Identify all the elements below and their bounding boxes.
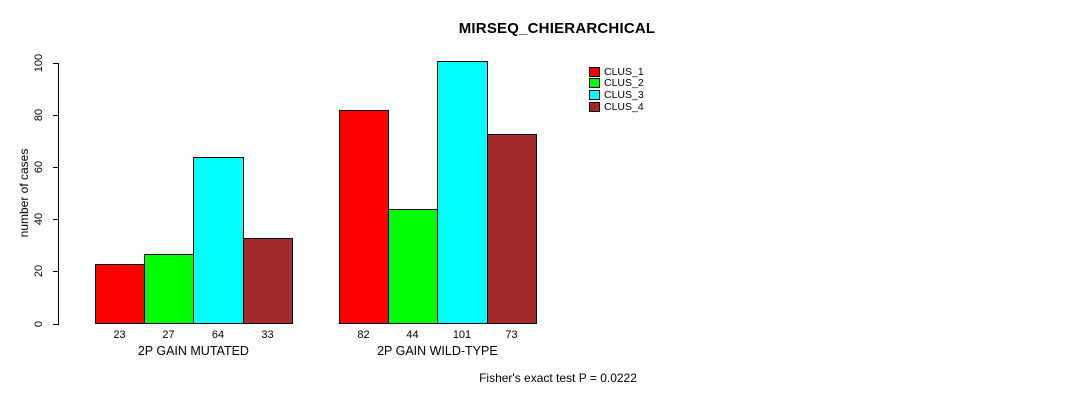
legend-swatch-clus_3 [589,90,600,101]
y-axis-tick-label: 80 [33,108,45,122]
bar-clus_3-1 [193,157,244,324]
y-axis-tick [53,219,59,221]
bar-value-label: 33 [261,329,274,341]
chart-title: MIRSEQ_CHIERARCHICAL [458,20,656,37]
y-axis-tick [53,323,59,325]
y-axis-tick-label: 0 [33,320,45,327]
legend-label-clus_1: CLUS_1 [604,65,644,78]
bar-value-label: 73 [505,329,518,341]
y-axis-tick-label: 100 [33,53,45,73]
bar-clus_1-2 [339,110,389,324]
y-axis-tick-label: 40 [33,213,45,226]
bar-clus_1-1 [95,264,145,324]
y-axis-title: number of cases [17,148,31,238]
bar-value-label: 64 [211,329,225,341]
bar-clus_4-1 [243,238,293,324]
y-axis-tick-label: 60 [33,161,45,174]
bar-value-label: 27 [162,329,175,341]
y-axis-tick [53,271,59,273]
bar-clus_4-2 [487,134,537,324]
bar-clus_3-2 [437,61,488,324]
bar-clus_2-1 [144,254,194,324]
y-axis-tick [53,167,59,169]
bar-value-label: 82 [357,329,370,341]
legend-swatch-clus_2 [589,78,600,89]
category-label: 2P GAIN MUTATED [137,344,249,358]
y-axis-line [58,63,59,324]
y-axis-tick-label: 20 [33,265,45,278]
legend-swatch-clus_1 [589,66,600,77]
bar-value-label: 44 [406,329,419,341]
bar-clus_2-2 [388,209,438,324]
y-axis-tick [53,115,59,117]
legend-label-clus_4: CLUS_4 [604,100,644,113]
legend-swatch-clus_4 [589,101,600,112]
legend-label-clus_2: CLUS_2 [604,77,644,90]
legend-label-clus_3: CLUS_3 [604,89,644,102]
annotation-text: Fisher's exact test P = 0.0222 [479,371,637,385]
bar-value-label: 23 [113,329,126,341]
bar-value-label: 101 [452,329,472,341]
y-axis-tick [53,63,59,64]
category-label: 2P GAIN WILD-TYPE [377,344,498,358]
